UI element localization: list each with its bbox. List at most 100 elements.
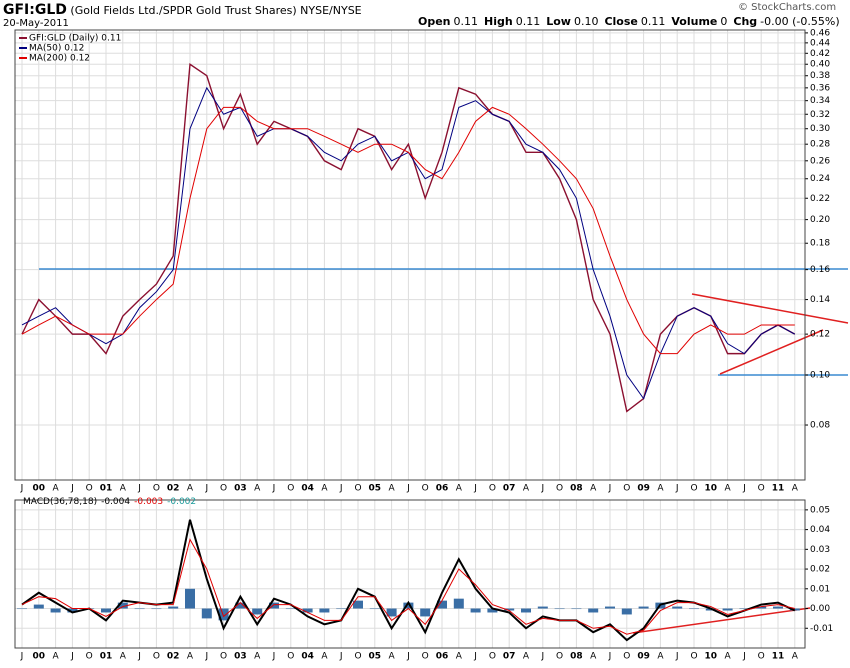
x-tick-label: O xyxy=(354,484,361,494)
x-tick-label: J xyxy=(272,484,276,494)
symbol: GFI:GLD xyxy=(3,2,67,18)
quote-value: 0.11 xyxy=(640,15,666,28)
histogram-bar xyxy=(336,608,347,610)
histogram-bar xyxy=(117,602,128,609)
legend-label: MA(200) 0.12 xyxy=(29,54,90,64)
histogram-bar xyxy=(722,608,733,611)
y-tick-label: 0.36 xyxy=(810,83,830,93)
x-tick-label: O xyxy=(489,484,496,494)
quote-value: 0.10 xyxy=(573,15,599,28)
x-tick-label: A xyxy=(254,484,261,494)
x-tick-label: 04 xyxy=(301,652,314,662)
x-tick-label: A xyxy=(792,484,799,494)
y-tick-label: 0.46 xyxy=(810,28,830,38)
x-tick-label: 08 xyxy=(570,652,583,662)
histogram-bar xyxy=(134,608,145,610)
x-tick-label: J xyxy=(204,484,208,494)
x-tick-label: O xyxy=(153,652,160,662)
x-tick-label: J xyxy=(204,652,208,662)
plot-frame xyxy=(14,499,806,649)
histogram-bar xyxy=(235,602,246,609)
y-tick-label: 0.14 xyxy=(810,295,830,305)
histogram-bar xyxy=(773,606,783,609)
legend-item: -0.003 xyxy=(134,497,163,507)
histogram-bar xyxy=(470,608,481,613)
company: (Gold Fields Ltd./SPDR Gold Trust Shares… xyxy=(70,4,297,17)
x-tick-label: 02 xyxy=(167,484,180,494)
trend-line xyxy=(719,329,824,375)
x-tick-label: J xyxy=(20,652,24,662)
x-tick-label: O xyxy=(690,652,697,662)
histogram-bar xyxy=(487,608,498,613)
histogram-bar xyxy=(67,608,78,613)
x-tick-label: J xyxy=(473,484,477,494)
legend-label: GFI:GLD (Daily) 0.11 xyxy=(29,34,121,44)
x-tick-label: J xyxy=(742,484,746,494)
histogram-bar xyxy=(151,608,162,610)
x-tick-label: O xyxy=(422,484,429,494)
quote-value: 0 xyxy=(720,15,728,28)
y-tick-label: 0.44 xyxy=(810,38,830,48)
x-tick-label: O xyxy=(758,484,765,494)
y-tick-label: 0.00 xyxy=(810,604,830,614)
x-tick-label: O xyxy=(556,484,563,494)
x-tick-label: O xyxy=(287,652,294,662)
histogram-bar xyxy=(554,608,565,610)
x-tick-label: A xyxy=(725,652,732,662)
y-tick-label: 0.01 xyxy=(810,584,830,594)
histogram-bar xyxy=(537,606,548,609)
y-tick-label: 0.02 xyxy=(810,565,830,575)
x-tick-label: J xyxy=(272,652,276,662)
y-tick-label: 0.28 xyxy=(810,140,830,150)
histogram-bar xyxy=(185,588,195,609)
x-tick-label: A xyxy=(725,484,732,494)
price-line xyxy=(21,106,795,355)
quote-value: 0.11 xyxy=(453,15,479,28)
x-tick-label: O xyxy=(354,652,361,662)
histogram-bar xyxy=(420,608,431,617)
quote-label: High xyxy=(484,15,513,28)
histogram-bar xyxy=(571,608,582,610)
macd-line xyxy=(21,538,795,635)
histogram-bar xyxy=(319,608,330,613)
x-tick-label: O xyxy=(758,652,765,662)
date: 20-May-2011 xyxy=(3,18,69,29)
x-tick-label: J xyxy=(339,652,343,662)
histogram-bar xyxy=(168,606,179,609)
y-tick-label: 0.03 xyxy=(810,545,830,555)
histogram-bar xyxy=(588,608,599,613)
x-tick-label: A xyxy=(187,484,194,494)
quote-label: Low xyxy=(546,15,571,28)
x-tick-label: J xyxy=(339,484,343,494)
quote-label: Open xyxy=(418,15,451,28)
legend-item: -0.002 xyxy=(167,497,196,507)
x-tick-label: J xyxy=(20,484,24,494)
y-tick-label: 0.42 xyxy=(810,49,830,59)
legend-item: -0.004 xyxy=(101,497,130,507)
quote-label: Volume xyxy=(671,15,718,28)
x-tick-label: A xyxy=(657,484,664,494)
x-tick-label: A xyxy=(120,652,127,662)
x-tick-label: J xyxy=(742,652,746,662)
x-tick-label: 05 xyxy=(369,484,382,494)
panel xyxy=(15,30,805,480)
histogram-bar xyxy=(672,606,683,609)
legend-label: MA(50) 0.12 xyxy=(29,44,84,54)
legend-label: MACD(36,78,18) -0.004 -0.003 -0.002 xyxy=(23,497,196,507)
histogram-bar xyxy=(739,608,750,610)
x-tick-label: O xyxy=(86,484,93,494)
y-tick-label: 0.20 xyxy=(810,215,830,225)
x-tick-label: 09 xyxy=(637,484,650,494)
y-tick-label: 0.24 xyxy=(810,174,830,184)
x-tick-label: A xyxy=(187,652,194,662)
histogram-bar xyxy=(369,608,380,610)
histogram-bar xyxy=(605,606,615,609)
x-tick-label: A xyxy=(53,484,60,494)
x-tick-label: 00 xyxy=(33,484,46,494)
histogram-bar xyxy=(201,608,212,619)
watermark: © StockCharts.com xyxy=(738,2,837,13)
quote-value: 0.11 xyxy=(515,15,541,28)
x-tick-label: O xyxy=(623,652,630,662)
